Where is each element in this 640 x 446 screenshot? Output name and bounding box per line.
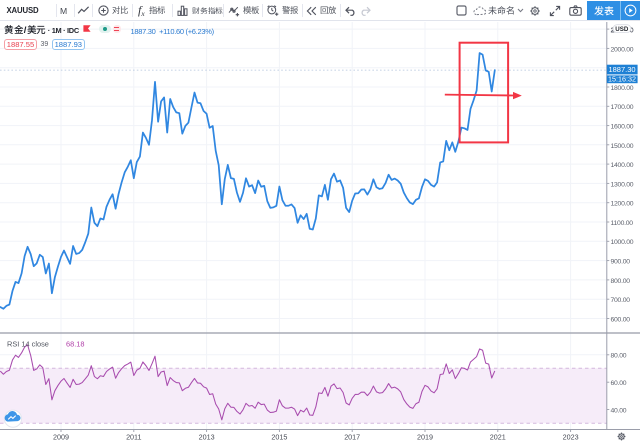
svg-text:1800.00: 1800.00 bbox=[611, 85, 634, 92]
svg-text:2023: 2023 bbox=[563, 432, 579, 441]
svg-text:40.00: 40.00 bbox=[611, 407, 627, 414]
svg-text:900.00: 900.00 bbox=[611, 259, 631, 266]
svg-text:2013: 2013 bbox=[199, 432, 215, 441]
svg-text:2021: 2021 bbox=[490, 432, 506, 441]
svg-text:2019: 2019 bbox=[417, 432, 433, 441]
svg-text:1300.00: 1300.00 bbox=[611, 181, 634, 188]
svg-text:1200.00: 1200.00 bbox=[611, 201, 634, 208]
svg-text:1400.00: 1400.00 bbox=[611, 162, 634, 169]
svg-text:2015: 2015 bbox=[271, 432, 287, 441]
svg-text:2017: 2017 bbox=[344, 432, 360, 441]
svg-text:2011: 2011 bbox=[126, 432, 141, 441]
svg-text:800.00: 800.00 bbox=[611, 278, 631, 285]
svg-text:1100.00: 1100.00 bbox=[611, 220, 634, 227]
svg-text:2000.00: 2000.00 bbox=[611, 46, 634, 53]
svg-text:80.00: 80.00 bbox=[611, 353, 627, 360]
svg-text:15:16:32: 15:16:32 bbox=[608, 75, 636, 84]
svg-text:1887.30: 1887.30 bbox=[608, 65, 635, 74]
svg-text:1700.00: 1700.00 bbox=[611, 104, 634, 111]
svg-text:2009: 2009 bbox=[53, 432, 69, 441]
svg-text:USD: USD bbox=[615, 26, 629, 33]
svg-text:RSI 14 close: RSI 14 close bbox=[7, 339, 49, 348]
svg-text:68.18: 68.18 bbox=[66, 339, 85, 348]
svg-text:700.00: 700.00 bbox=[611, 297, 631, 304]
svg-text:1500.00: 1500.00 bbox=[611, 143, 634, 150]
svg-text:600.00: 600.00 bbox=[611, 316, 631, 323]
svg-text:60.00: 60.00 bbox=[611, 380, 627, 387]
svg-text:1000.00: 1000.00 bbox=[611, 239, 634, 246]
svg-text:1600.00: 1600.00 bbox=[611, 124, 634, 131]
